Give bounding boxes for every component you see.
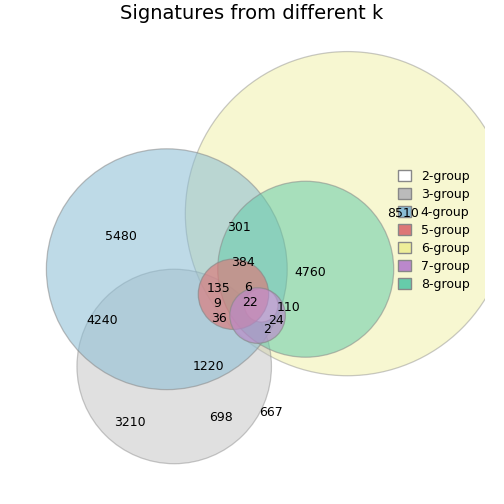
Text: 5480: 5480 [104, 230, 137, 243]
Text: 301: 301 [227, 221, 251, 234]
Text: 384: 384 [231, 256, 255, 269]
Title: Signatures from different k: Signatures from different k [120, 4, 384, 23]
Text: 8510: 8510 [387, 207, 419, 220]
Text: 3210: 3210 [114, 415, 146, 428]
Circle shape [198, 259, 269, 330]
Text: 4240: 4240 [86, 313, 118, 327]
Text: 36: 36 [211, 312, 226, 325]
Text: 110: 110 [277, 301, 301, 313]
Text: 1220: 1220 [193, 360, 224, 373]
Text: 135: 135 [207, 282, 230, 295]
Legend: 2-group, 3-group, 4-group, 5-group, 6-group, 7-group, 8-group: 2-group, 3-group, 4-group, 5-group, 6-gr… [398, 170, 470, 291]
Circle shape [46, 149, 287, 390]
Circle shape [230, 288, 285, 343]
Text: 22: 22 [242, 296, 258, 309]
Text: 9: 9 [213, 297, 221, 310]
Text: 2: 2 [263, 323, 271, 336]
Text: 6: 6 [244, 281, 252, 294]
Text: 698: 698 [209, 411, 232, 424]
Circle shape [185, 51, 504, 375]
Text: 667: 667 [259, 406, 282, 419]
Circle shape [218, 181, 394, 357]
Circle shape [244, 289, 278, 322]
Text: 24: 24 [268, 313, 284, 327]
Circle shape [77, 269, 272, 464]
Text: 4760: 4760 [294, 266, 326, 279]
